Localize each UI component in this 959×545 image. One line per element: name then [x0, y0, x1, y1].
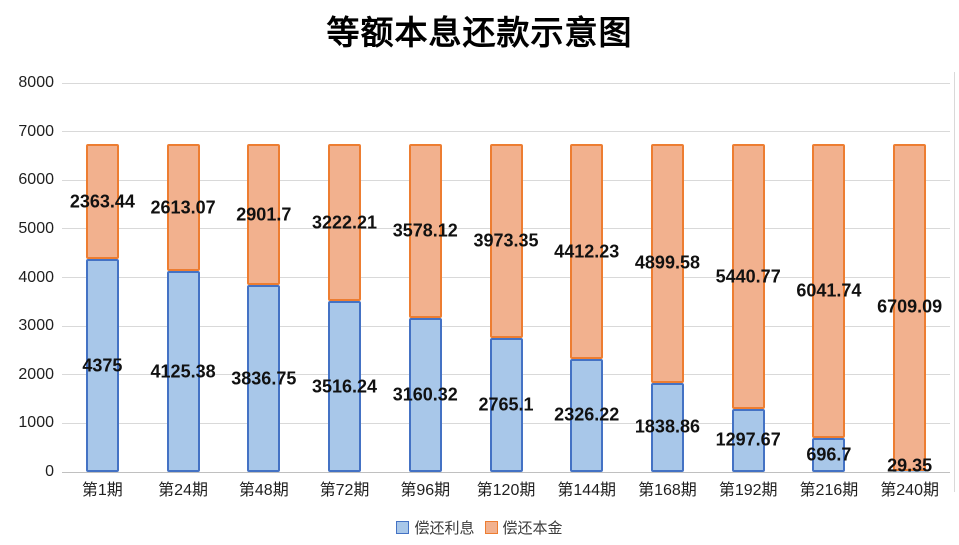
data-label: 2326.22	[554, 404, 620, 425]
x-axis-tick-label: 第120期	[476, 482, 536, 499]
data-label: 4375	[82, 355, 123, 376]
legend-item-principal: 偿还本金	[484, 517, 563, 538]
x-axis-tick-label: 第24期	[158, 482, 208, 499]
y-axis-tick-label: 7000	[18, 122, 54, 140]
x-axis-tick-label: 第1期	[81, 482, 123, 499]
x-axis-tick-label: 第72期	[319, 482, 370, 499]
data-label: 3160.32	[392, 384, 458, 405]
bar-segment-principal	[166, 144, 200, 272]
bar-segment-interest	[650, 382, 684, 472]
plot-right-border	[954, 72, 955, 492]
y-axis-tick-label: 8000	[18, 74, 54, 91]
data-label: 696.7	[806, 444, 852, 465]
bar-segment-interest	[570, 358, 604, 472]
y-axis-tick-label: 0	[45, 463, 54, 480]
data-label: 5440.77	[715, 266, 781, 287]
x-axis-tick-label: 第216期	[799, 482, 859, 499]
legend-swatch-interest-icon	[396, 521, 410, 534]
bar-segment-principal	[247, 144, 281, 286]
chart-legend: 偿还利息 偿还本金	[0, 517, 959, 538]
legend-label-interest: 偿还利息	[414, 520, 475, 537]
x-axis-tick-label: 第96期	[400, 482, 451, 499]
legend-item-interest: 偿还利息	[396, 517, 475, 538]
data-label: 3973.35	[473, 230, 539, 251]
y-axis-tick-label: 5000	[18, 219, 54, 237]
bar-segment-interest	[85, 259, 119, 472]
data-label: 4412.23	[554, 241, 620, 262]
data-label: 2363.44	[69, 191, 135, 212]
bar-segment-principal	[408, 144, 442, 319]
bar-segment-principal	[570, 144, 604, 359]
bar-segment-principal	[893, 144, 927, 471]
bar-segment-interest	[893, 470, 927, 472]
y-axis-tick-label: 3000	[18, 317, 54, 335]
bar-segment-principal	[731, 144, 765, 409]
data-label: 3836.75	[231, 368, 297, 389]
data-label: 6041.74	[796, 280, 862, 301]
bar-segment-interest	[247, 285, 281, 472]
bar-segment-principal	[650, 144, 684, 383]
bar-segment-principal	[812, 144, 846, 439]
bar-segment-principal	[85, 144, 119, 260]
legend-label-principal: 偿还本金	[502, 520, 563, 537]
data-label: 2613.07	[150, 197, 216, 218]
bar-segment-interest	[166, 271, 200, 472]
bar-segment-interest	[731, 408, 765, 472]
data-label: 4899.58	[634, 252, 700, 273]
data-label: 3578.12	[392, 220, 458, 241]
y-axis-tick-label: 2000	[18, 365, 54, 383]
y-axis-tick-label: 6000	[18, 171, 54, 189]
bar-segment-interest	[328, 301, 362, 472]
data-label: 4125.38	[150, 361, 216, 382]
y-axis-tick-label: 1000	[18, 414, 54, 432]
data-label: 1297.67	[715, 429, 781, 450]
gridline	[62, 82, 950, 84]
bar-segment-interest	[408, 318, 442, 472]
data-label: 3222.21	[311, 212, 378, 233]
y-axis-tick-label: 4000	[18, 268, 54, 286]
x-axis-tick-label: 第144期	[557, 482, 617, 499]
x-axis-tick-label: 第168期	[638, 482, 697, 499]
bar-segment-principal	[328, 144, 362, 301]
data-label: 1838.86	[634, 416, 700, 437]
data-label: 3516.24	[311, 376, 378, 396]
x-axis-tick-label: 第48期	[238, 482, 289, 499]
legend-swatch-principal-icon	[484, 521, 498, 534]
data-label: 29.35	[887, 455, 933, 476]
x-axis-tick-label: 第240期	[880, 482, 939, 499]
x-axis-tick-label: 第192期	[718, 482, 778, 499]
data-label: 6709.09	[877, 296, 943, 317]
gridline	[62, 131, 950, 133]
bar-segment-interest	[489, 337, 523, 472]
chart-title: 等额本息还款示意图	[326, 14, 633, 51]
data-label: 2765.1	[478, 394, 534, 415]
bar-segment-principal	[489, 144, 523, 338]
bar-segment-interest	[812, 438, 846, 472]
gridline	[62, 471, 950, 473]
data-label: 2901.7	[236, 204, 292, 225]
